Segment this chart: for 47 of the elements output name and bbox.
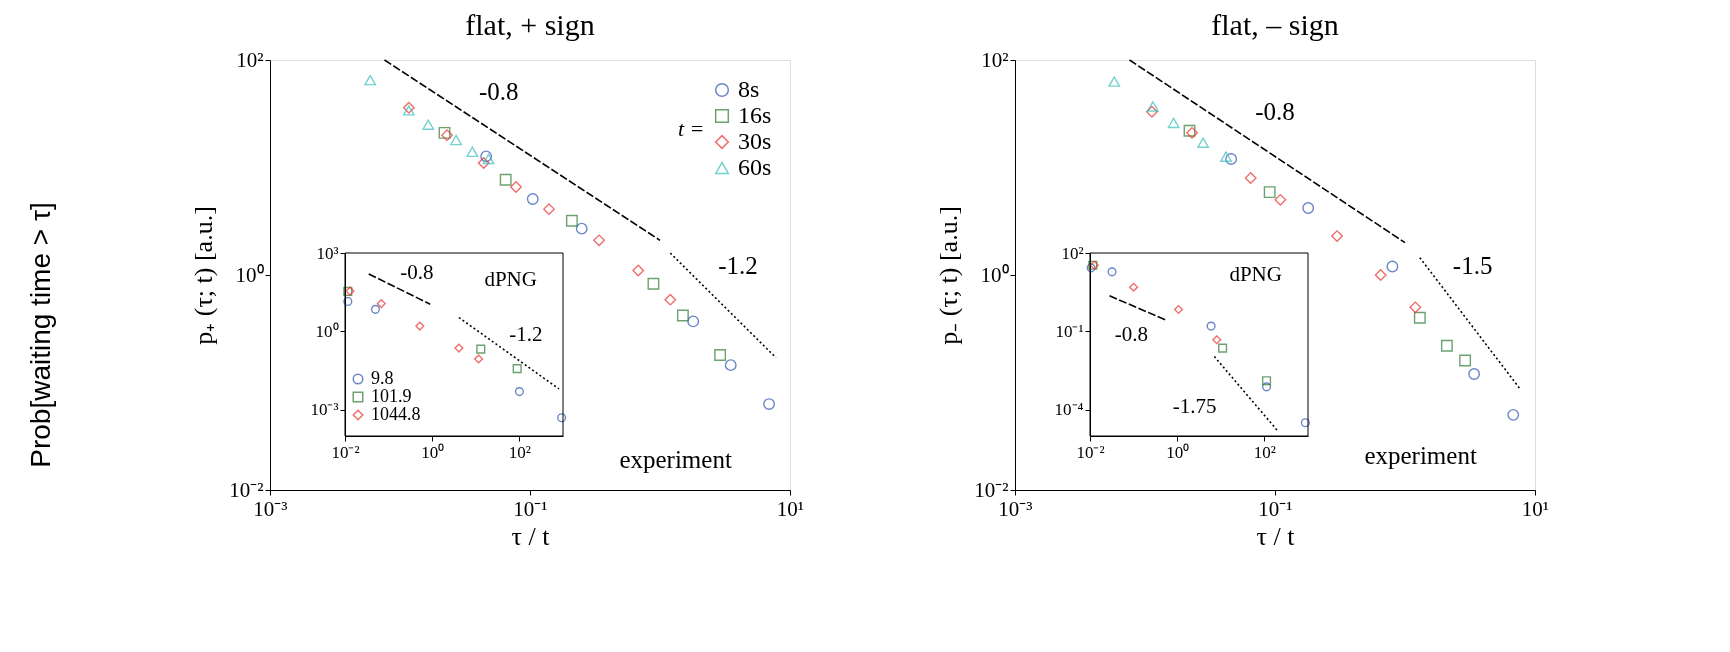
x-tick-label: 10¹ — [1521, 496, 1550, 521]
y-tick-label: 10³ — [316, 243, 339, 263]
annotation: -1.2 — [509, 322, 543, 347]
y-tick-label: 10⁻³ — [310, 400, 339, 420]
y-axis-title: p₊ (τ; t) [a.u.] — [189, 206, 219, 345]
chart-title: flat, + sign — [465, 8, 595, 41]
annotation: -0.8 — [1114, 322, 1149, 347]
x-tick-label: 10² — [1253, 442, 1276, 462]
y-tick-label: 10⁰ — [315, 321, 339, 341]
legend-label: 16s — [738, 102, 772, 128]
legend-label: 101.9 — [371, 386, 412, 406]
annotation: -0.8 — [479, 78, 519, 106]
annotation: -1.5 — [1452, 252, 1493, 280]
annotation: -0.8 — [400, 260, 434, 285]
annotation: experiment — [1364, 441, 1477, 469]
legend-label: 8s — [738, 76, 760, 102]
x-tick-label: 10⁻² — [331, 442, 360, 462]
y-tick-label: 10⁻⁴ — [1054, 400, 1084, 420]
y-tick-label: 10² — [1061, 243, 1084, 263]
legend-label: 60s — [738, 154, 772, 180]
x-tick-label: 10⁻¹ — [1258, 496, 1293, 521]
legend-label: 1044.8 — [371, 404, 421, 424]
legend-label: 9.8 — [371, 368, 394, 388]
y-tick-label: 10⁻¹ — [1055, 321, 1084, 341]
annotation: -1.2 — [718, 252, 758, 280]
annotation: dPNG — [1229, 261, 1282, 286]
x-tick-label: 10⁻² — [1076, 442, 1105, 462]
annotation: -1.75 — [1172, 393, 1217, 418]
y-tick-label: 10² — [236, 47, 264, 72]
x-tick-label: 10² — [508, 442, 531, 462]
legend-title: t = — [678, 116, 705, 141]
x-tick-label: 10⁻¹ — [513, 496, 548, 521]
annotation: dPNG — [484, 267, 537, 292]
x-tick-label: 10⁰ — [1166, 442, 1190, 462]
x-tick-label: 10⁰ — [421, 442, 445, 462]
annotation: -0.8 — [1255, 97, 1295, 125]
text: Prob[waiting time > τ] — [25, 202, 56, 468]
y-tick-label: 10⁰ — [235, 262, 264, 287]
y-tick-label: 10² — [981, 47, 1009, 72]
x-axis-title: τ / t — [1256, 521, 1296, 551]
legend-label: 30s — [738, 128, 772, 154]
y-tick-label: 10⁰ — [980, 262, 1009, 287]
annotation: experiment — [619, 445, 732, 473]
y-axis-title: p₋ (τ; t) [a.u.] — [934, 206, 964, 345]
x-tick-label: 10¹ — [776, 496, 805, 521]
x-axis-title: τ / t — [511, 521, 551, 551]
chart-title: flat, – sign — [1211, 8, 1339, 41]
